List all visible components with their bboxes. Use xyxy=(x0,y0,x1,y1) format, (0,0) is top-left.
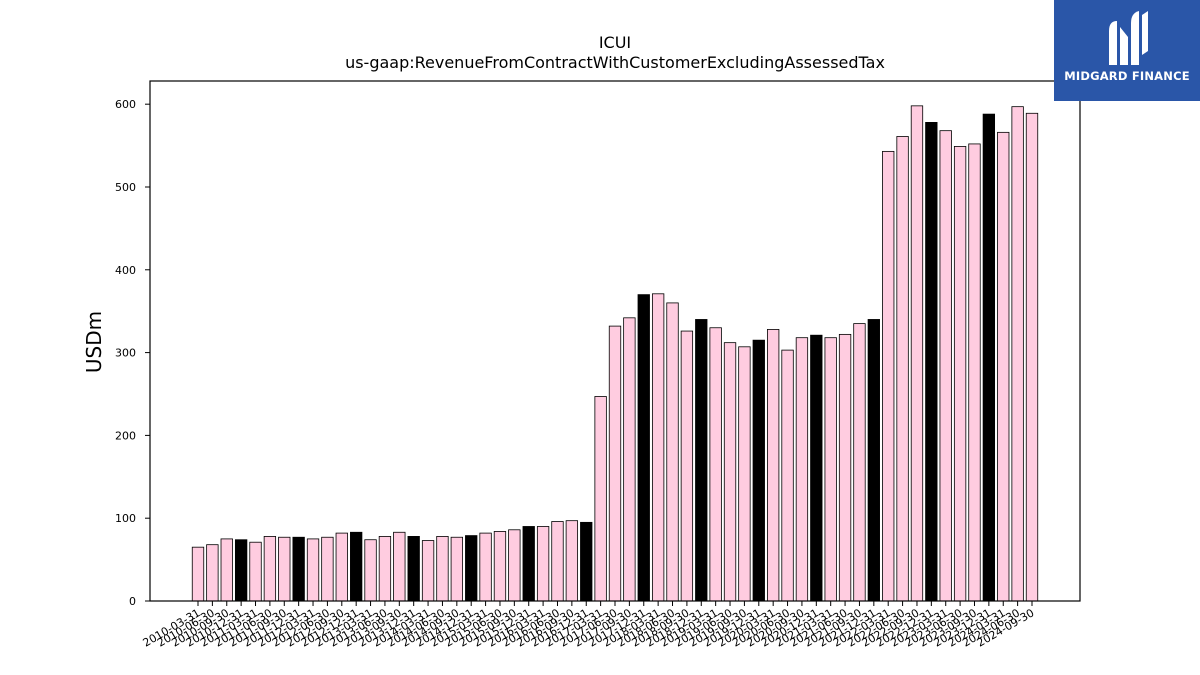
plot-frame xyxy=(149,80,1081,602)
bar-2016-03-31 xyxy=(536,526,550,602)
bar-2024-06-30 xyxy=(1011,106,1024,602)
bar-2012-06-30 xyxy=(321,536,334,602)
bar-2014-09-30 xyxy=(450,536,463,602)
bar-2016-06-30 xyxy=(551,521,564,602)
bar-2010-03-31 xyxy=(191,546,205,602)
bar-2014-12-31 xyxy=(465,535,478,602)
bar-2011-06-30 xyxy=(263,536,277,602)
y-tick-label: 400 xyxy=(115,264,136,277)
bar-2021-12-31 xyxy=(867,319,880,602)
bar-2017-09-30 xyxy=(623,317,636,602)
bar-2010-12-31 xyxy=(234,539,248,602)
bar-2023-12-31 xyxy=(982,113,996,602)
bar-2020-12-31 xyxy=(810,334,823,602)
bar-2010-06-30 xyxy=(206,544,219,602)
bar-2022-03-31 xyxy=(882,150,895,602)
bar-2013-06-30 xyxy=(378,536,392,602)
bar-2011-03-31 xyxy=(249,541,262,602)
y-axis-label: USDm xyxy=(82,311,106,373)
midgard-m-logo-icon xyxy=(1109,11,1148,65)
bar-2013-03-31 xyxy=(364,539,377,602)
brand-name: MIDGARD FINANCE xyxy=(1064,69,1190,83)
bar-2012-12-31 xyxy=(350,531,363,602)
bar-2015-03-31 xyxy=(479,532,492,602)
bar-2019-09-30 xyxy=(738,346,751,602)
bar-2011-12-31 xyxy=(292,536,305,602)
y-tick-label: 500 xyxy=(115,181,136,194)
bar-2010-09-30 xyxy=(220,538,233,602)
bar-2023-06-30 xyxy=(953,146,967,602)
bar-2017-12-31 xyxy=(637,294,650,602)
bar-2018-12-31 xyxy=(695,319,708,602)
bars-group xyxy=(191,105,1039,602)
bar-2020-06-30 xyxy=(781,349,794,602)
bar-2017-03-31 xyxy=(594,396,607,602)
y-tick-label: 0 xyxy=(129,595,136,608)
bar-2018-06-30 xyxy=(666,302,679,602)
bar-2011-09-30 xyxy=(278,536,291,602)
bar-2019-03-31 xyxy=(709,327,722,602)
chart-title: ICUI xyxy=(599,33,631,52)
bar-2018-09-30 xyxy=(680,330,694,602)
bar-2021-03-31 xyxy=(824,337,837,602)
bar-2015-12-31 xyxy=(522,526,535,602)
brand-logo: MIDGARD FINANCE xyxy=(1054,0,1200,101)
bar-2024-03-31 xyxy=(997,131,1010,602)
bar-2023-09-30 xyxy=(968,143,981,602)
bar-2014-06-30 xyxy=(436,536,449,602)
bar-2019-06-30 xyxy=(723,342,737,602)
bar-2012-09-30 xyxy=(335,532,348,602)
y-tick-label: 200 xyxy=(115,429,136,442)
bar-2022-12-31 xyxy=(925,122,938,602)
bar-2020-09-30 xyxy=(795,337,809,602)
bar-2014-03-31 xyxy=(421,540,435,602)
bar-2017-06-30 xyxy=(608,325,622,602)
bar-2018-03-31 xyxy=(651,293,665,602)
x-axis-ticks: 2010-03-312010-06-302010-09-302010-12-31… xyxy=(141,601,1037,650)
bar-2016-09-30 xyxy=(565,520,579,602)
bar-2013-12-31 xyxy=(407,536,420,602)
bar-2020-03-31 xyxy=(767,329,780,602)
bar-2021-06-30 xyxy=(838,333,852,602)
chart-subtitle: us-gaap:RevenueFromContractWithCustomerE… xyxy=(345,53,885,72)
y-axis-ticks: 0 100 200 300 400 500 600 xyxy=(115,98,150,608)
bar-2023-03-31 xyxy=(939,130,952,602)
bar-2022-09-30 xyxy=(910,105,924,602)
y-tick-label: 300 xyxy=(115,347,136,360)
bar-2024-09-30 xyxy=(1025,112,1039,602)
bar-2015-06-30 xyxy=(493,531,507,602)
bar-2022-06-30 xyxy=(896,136,909,602)
bar-2019-12-31 xyxy=(752,339,765,602)
bar-2012-03-31 xyxy=(306,538,320,602)
bar-2013-09-30 xyxy=(393,531,406,602)
y-tick-label: 600 xyxy=(115,98,136,111)
bar-2021-09-30 xyxy=(853,323,866,602)
y-tick-label: 100 xyxy=(115,512,136,525)
bar-2015-09-30 xyxy=(508,529,521,602)
bar-2016-12-31 xyxy=(580,521,593,602)
